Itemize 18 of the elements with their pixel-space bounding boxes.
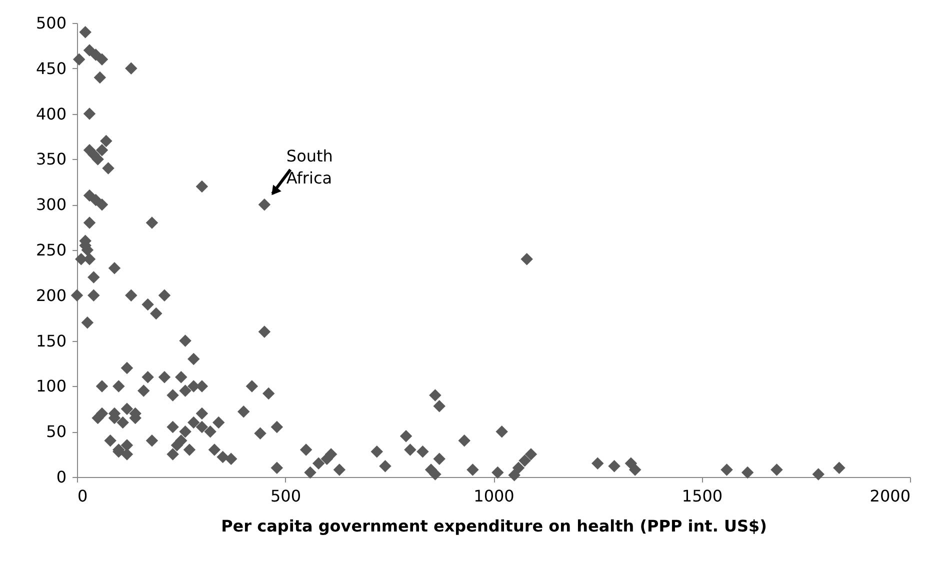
annotation: South Africa xyxy=(286,146,333,188)
x-tick-label: 1500 xyxy=(682,486,723,506)
y-tick-label: 500 xyxy=(36,14,66,32)
y-tick-label: 0 xyxy=(56,468,66,486)
x-tick-label: 2000 xyxy=(870,486,910,506)
y-tick-label: 400 xyxy=(36,104,66,124)
y-tick-label: 250 xyxy=(36,240,66,260)
y-tick-label: 100 xyxy=(36,376,66,396)
x-tick-label: 0 xyxy=(78,486,88,506)
y-tick-label: 350 xyxy=(36,150,66,169)
y-tick-label: 150 xyxy=(36,331,66,350)
y-tick-label: 300 xyxy=(36,195,66,214)
x-tick-label: 500 xyxy=(270,486,302,506)
y-tick-label: 450 xyxy=(36,58,66,78)
y-tick-label: 50 xyxy=(46,422,66,442)
y-tick-label: 200 xyxy=(36,286,66,305)
x-tick-label: 1000 xyxy=(474,486,514,506)
x-axis-title: Per capita government expenditure on health (PPP int. US$) xyxy=(221,516,767,536)
